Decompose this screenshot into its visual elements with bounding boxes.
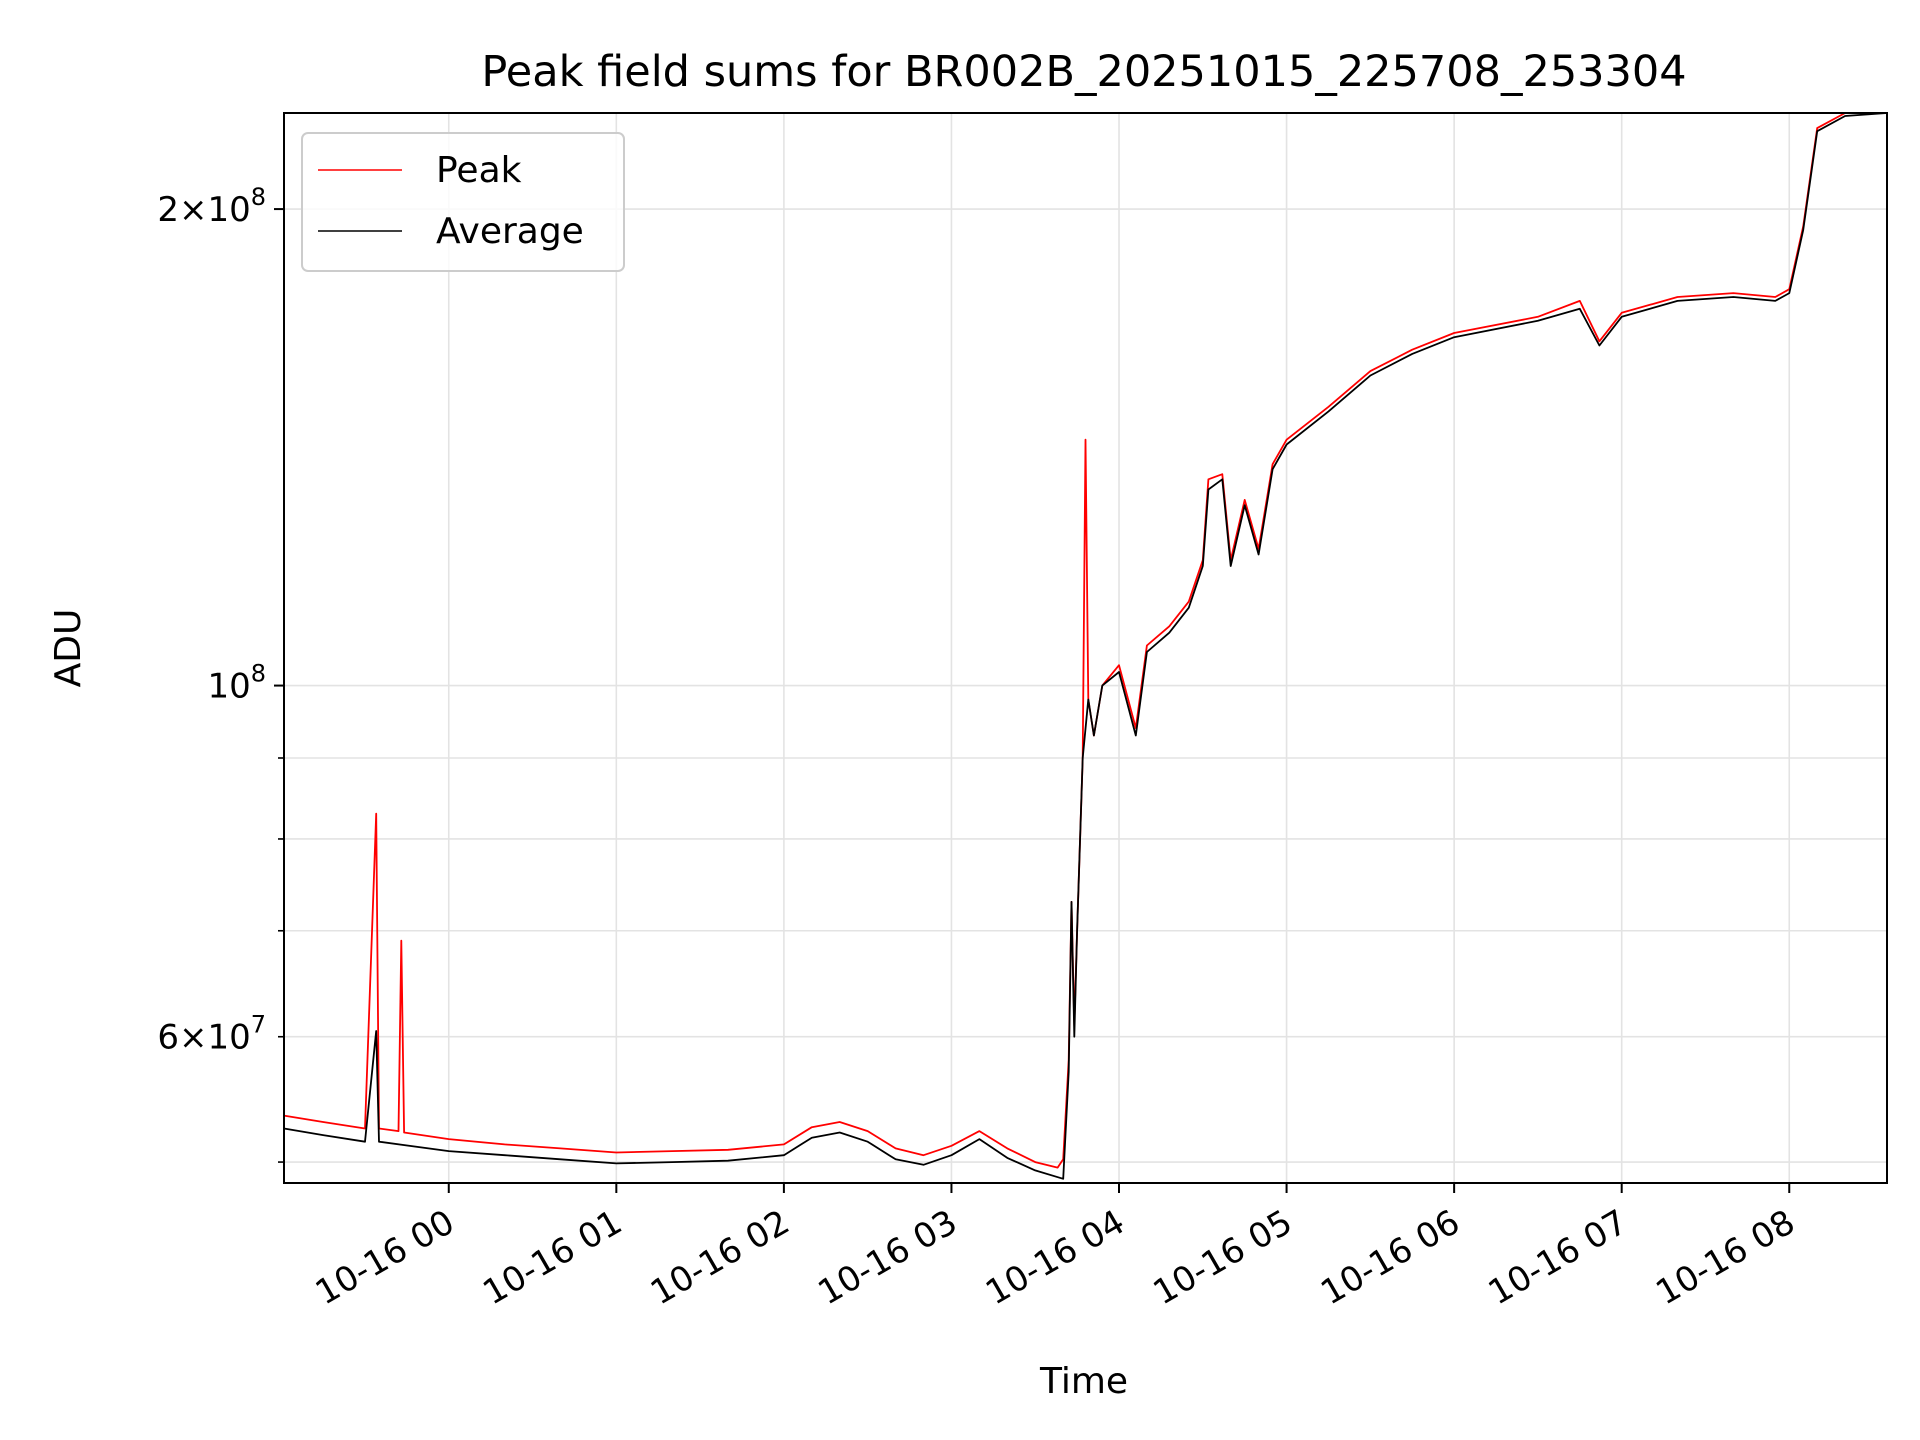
x-tick-label: 10-16 07 <box>1482 1202 1634 1313</box>
series-group <box>283 112 1888 1180</box>
y-tick-label: 108 <box>207 660 266 707</box>
x-tick-label: 10-16 05 <box>1147 1202 1299 1313</box>
grid <box>284 113 1887 1183</box>
legend-label-peak: Peak <box>436 150 522 191</box>
series-line-peak <box>283 112 1887 1169</box>
x-tick-label: 10-16 00 <box>309 1202 461 1313</box>
x-tick-label: 10-16 02 <box>644 1202 796 1313</box>
y-axis-label: ADU <box>48 609 89 688</box>
y-tick-label: 6×107 <box>157 1011 266 1058</box>
y-tick-label: 2×108 <box>157 183 266 230</box>
plot-frame <box>283 112 1888 1184</box>
y-axis-ticks: 108 2×108 6×107 <box>157 183 284 1163</box>
series-line-average <box>283 112 1888 1180</box>
x-tick-label: 10-16 08 <box>1649 1202 1801 1313</box>
legend-box <box>301 132 625 272</box>
chart-title: Peak field sums for BR002B_20251015_2257… <box>481 47 1686 97</box>
x-axis-ticks: 10-16 00 10-16 01 10-16 02 10-16 03 10-16 04… <box>309 1183 1802 1313</box>
x-tick-label: 10-16 04 <box>979 1202 1131 1313</box>
x-tick-label: 10-16 06 <box>1314 1202 1466 1313</box>
legend: Peak Average <box>301 132 625 272</box>
legend-label-average: Average <box>436 211 584 252</box>
x-tick-label: 10-16 03 <box>812 1202 964 1313</box>
x-axis-label: Time <box>1039 1361 1128 1402</box>
x-tick-label: 10-16 01 <box>476 1202 628 1313</box>
